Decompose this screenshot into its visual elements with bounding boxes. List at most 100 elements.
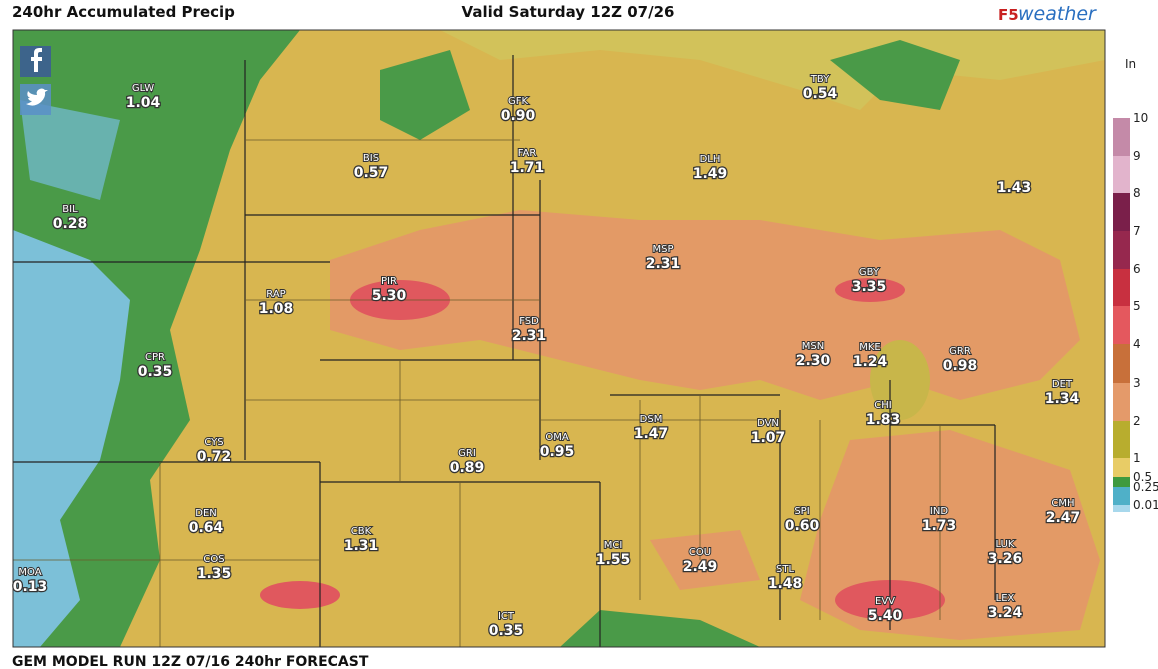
station-value: 0.54 (803, 86, 838, 102)
share-icons[interactable] (20, 46, 51, 115)
station-value: 0.95 (540, 444, 575, 460)
station-code: TBY (810, 74, 830, 85)
station-code: FAR (518, 148, 537, 159)
legend-label: 4 (1133, 337, 1141, 351)
station-value: 0.90 (501, 108, 536, 124)
station-code: LUK (996, 539, 1015, 550)
legend-label: 8 (1133, 186, 1141, 200)
station-value: 0.72 (197, 449, 232, 465)
logo-prefix: F5 (998, 6, 1019, 24)
station-code: MKE (859, 342, 881, 353)
station-value: 1.04 (126, 95, 161, 111)
station-value: 1.71 (510, 160, 545, 176)
station-value: 2.49 (683, 559, 718, 575)
station-value: 1.07 (751, 430, 786, 446)
station-value: 1.34 (1045, 391, 1080, 407)
legend-label: 0.5 (1133, 470, 1152, 484)
station-value: 2.47 (1046, 510, 1081, 526)
station-code: COU (689, 547, 711, 558)
legend-unit: In (1125, 57, 1136, 71)
station-code: MSN (802, 341, 824, 352)
legend-swatch (1113, 487, 1130, 505)
station-value: 1.47 (634, 426, 669, 442)
station-value: 1.49 (693, 166, 728, 182)
station-value: 3.24 (988, 605, 1023, 621)
footer: GEM MODEL RUN 12Z 07/16 240hr FORECAST (12, 654, 369, 669)
legend-label: 1 (1133, 451, 1141, 465)
station-value: 1.48 (768, 576, 803, 592)
station-value: 1.35 (197, 566, 232, 582)
legend-swatch (1113, 231, 1130, 269)
station-code: MSP (652, 244, 673, 255)
station-code: DET (1052, 379, 1073, 390)
legend-label: 9 (1133, 149, 1141, 163)
station-code: ICT (498, 611, 515, 622)
station-code: CPR (145, 352, 165, 363)
legend-swatch (1113, 306, 1130, 344)
station-code: CYS (204, 437, 223, 448)
station-value: 2.31 (512, 328, 547, 344)
station-code: MOA (18, 567, 41, 578)
legend-label: 3 (1133, 376, 1141, 390)
legend-swatch (1113, 505, 1130, 512)
station-value: 0.98 (943, 358, 978, 374)
station-value: 0.89 (450, 460, 485, 476)
station-code: DVN (757, 418, 779, 429)
legend-label: 0.01 (1133, 498, 1158, 512)
station-code: DSM (640, 414, 663, 425)
station-code: MCI (604, 540, 623, 551)
valid-time: Valid Saturday 12Z 07/26 (462, 3, 675, 21)
station-code: GRR (949, 346, 971, 357)
station-code: CHI (874, 400, 891, 411)
legend-swatch (1113, 477, 1130, 487)
station-code: FSD (519, 316, 539, 327)
station-code: STL (776, 564, 794, 575)
legend-swatch (1113, 421, 1130, 458)
station-value: 0.35 (489, 623, 524, 639)
map (12, 29, 1106, 648)
station-value: 1.73 (922, 518, 957, 534)
station-code: IND (930, 506, 948, 517)
station-code: DEN (195, 508, 217, 519)
station-code: CMH (1051, 498, 1074, 509)
title: 240hr Accumulated Precip (12, 3, 235, 21)
legend-label: 0.25 (1133, 480, 1158, 494)
station-code: SPI (794, 506, 809, 517)
station-value: 1.55 (596, 552, 631, 568)
legend-swatch (1113, 383, 1130, 421)
station-value: 0.28 (53, 216, 88, 232)
legend-label: 6 (1133, 262, 1141, 276)
station-code: GFK (508, 96, 529, 107)
station-code: RAP (266, 289, 285, 300)
legend-label: 2 (1133, 414, 1141, 428)
logo-name: weather (1018, 3, 1097, 25)
station-code: PIR (381, 276, 397, 287)
station-value: 5.40 (868, 608, 903, 624)
station-value: 3.26 (988, 551, 1023, 567)
station-code: BIS (363, 153, 379, 164)
station-code: GBY (859, 267, 880, 278)
station-code: LEX (996, 593, 1015, 604)
station-value: 0.35 (138, 364, 173, 380)
station-code: GLW (132, 83, 154, 94)
legend: In 10 9 8 7 6 5 4 3 2 1 0.50.25 0.01 (1113, 57, 1158, 512)
station-code: OMA (545, 432, 568, 443)
legend-swatch (1113, 269, 1130, 306)
station-value: 0.64 (189, 520, 224, 536)
station-code: EVV (875, 596, 895, 607)
legend-label: 7 (1133, 224, 1141, 238)
station-value: 2.31 (646, 256, 681, 272)
station-code: GRI (458, 448, 476, 459)
legend-swatch (1113, 118, 1130, 156)
station-value: 3.35 (852, 279, 887, 295)
legend-swatch (1113, 458, 1130, 477)
station-value: 1.83 (866, 412, 901, 428)
station-value: 1.43 (997, 180, 1032, 196)
station-code: COS (203, 554, 224, 565)
station-code: CBK (351, 526, 372, 537)
station-value: 1.24 (853, 354, 888, 370)
legend-label: 10 (1133, 111, 1148, 125)
station-value: 0.13 (13, 579, 48, 595)
